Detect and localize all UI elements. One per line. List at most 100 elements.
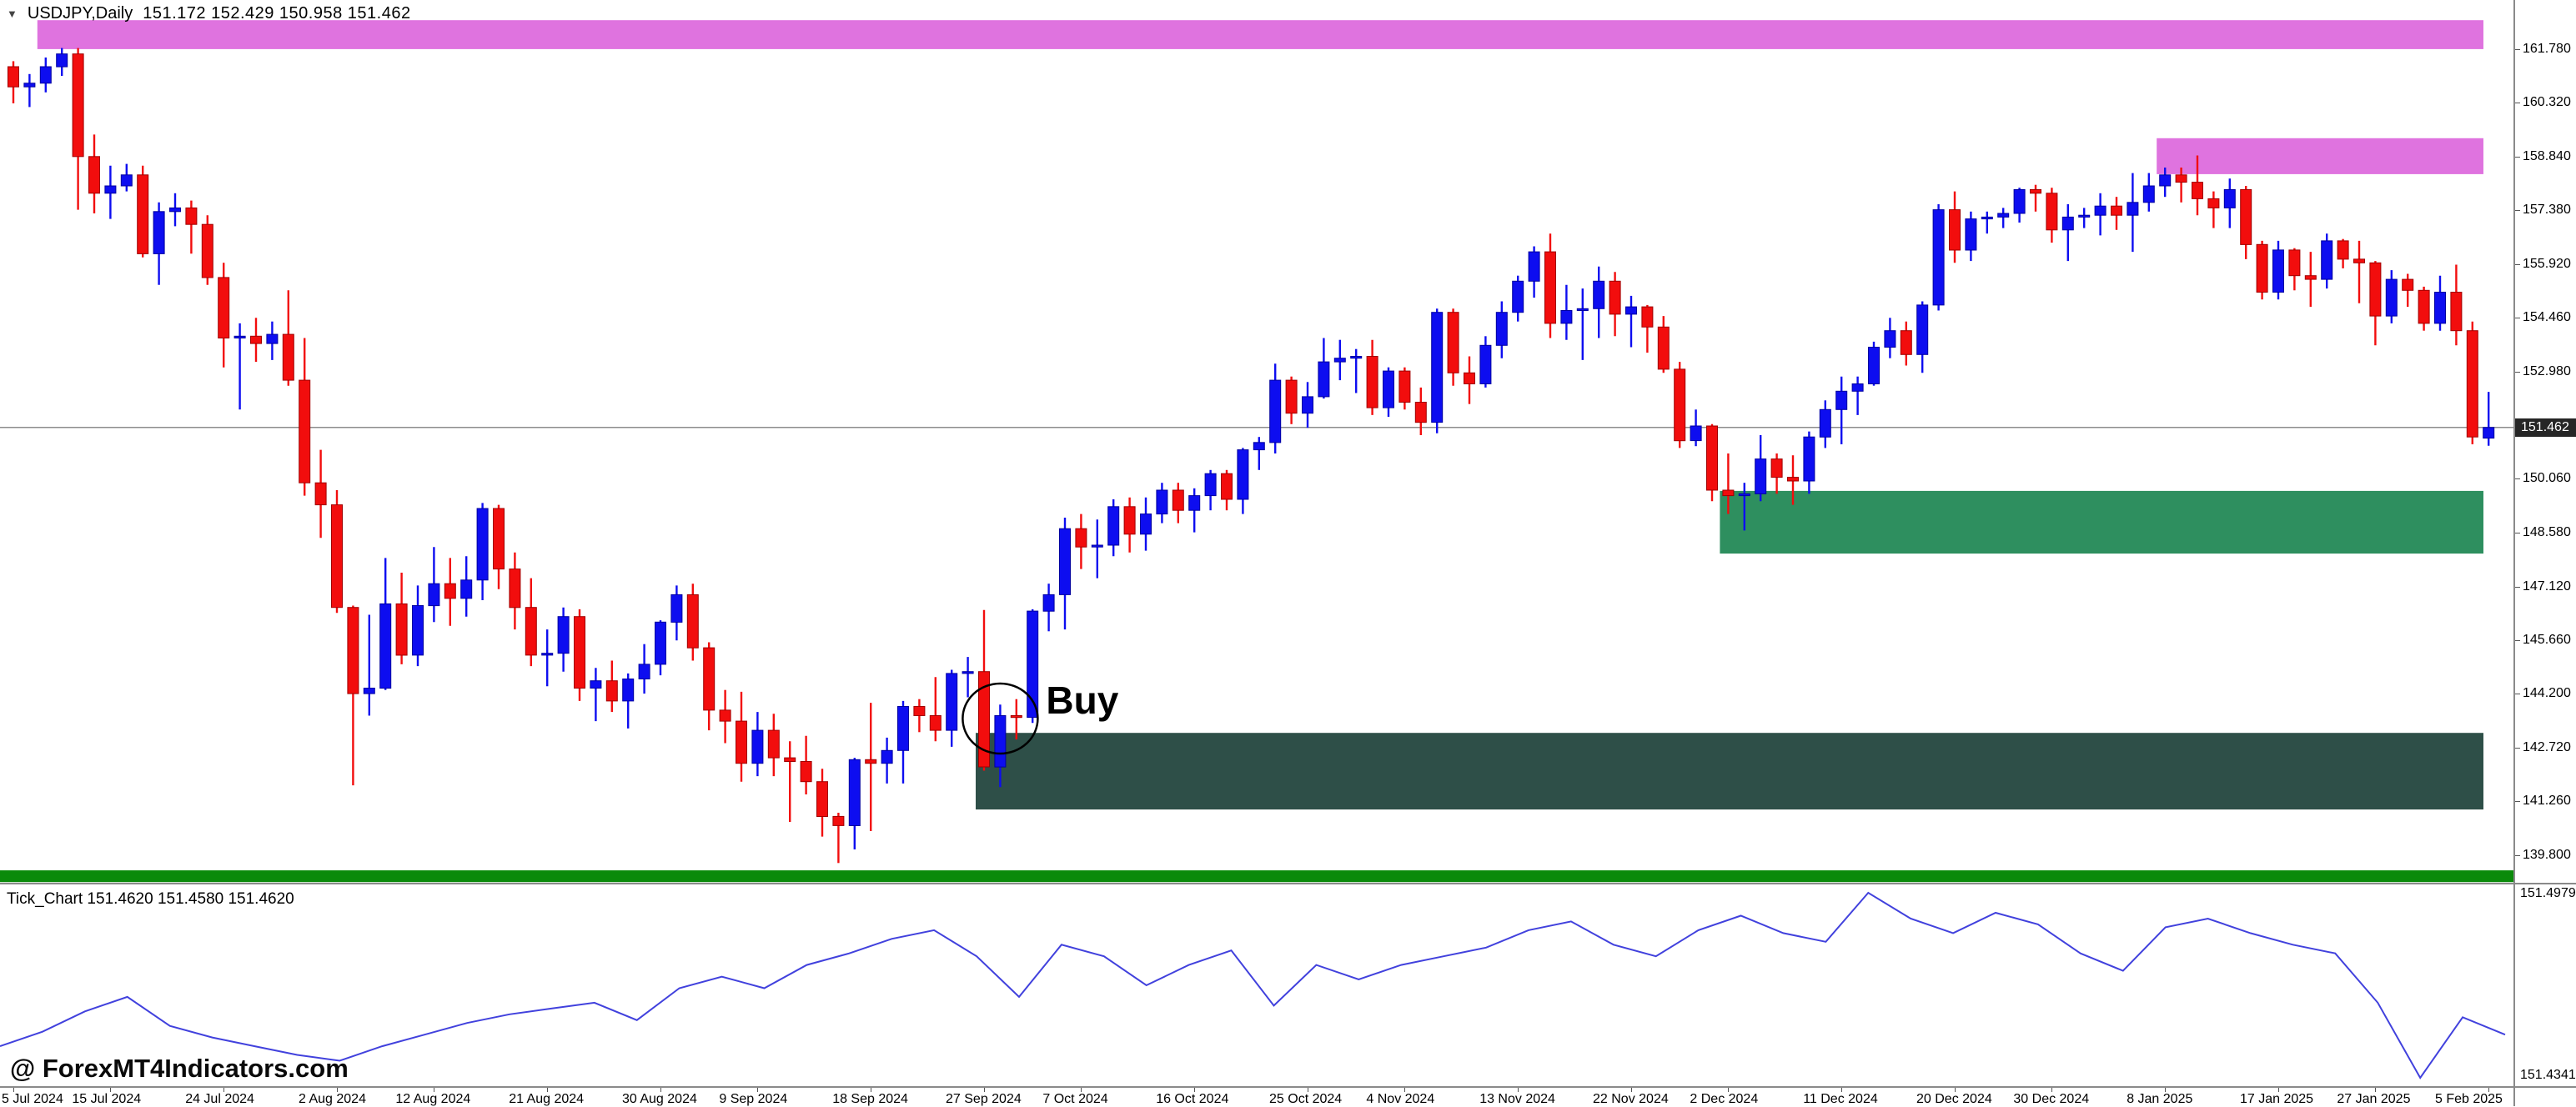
price-axis-tick [2515,372,2520,373]
candle [2207,198,2220,208]
pane-separator[interactable] [0,883,2576,884]
time-axis-tick [223,1087,224,1092]
candle [1560,310,1573,324]
candle [848,759,861,826]
supply-zone-jan[interactable] [2157,138,2483,174]
time-axis[interactable]: 5 Jul 2024 15 Jul 2024 24 Jul 2024 2 Aug 20… [0,1087,2576,1106]
candle [525,607,537,656]
candle [1027,610,1039,719]
candle [1755,458,1767,494]
candle [2142,185,2155,203]
price-axis-tick [2515,801,2520,802]
candle [751,729,764,764]
candle [314,482,327,506]
demand-zone-dec[interactable] [1720,490,2483,554]
candle [120,174,133,187]
time-axis-label: 13 Nov 2024 [1479,1092,1555,1106]
candle [2127,202,2139,216]
candle [574,616,585,689]
tick-line-chart-canvas[interactable] [0,884,2513,1086]
main-chart-pane[interactable]: Buy [0,0,2513,883]
candle [412,605,424,656]
price-axis-tick [2515,210,2520,211]
candle [1528,251,1540,282]
candle [1722,489,1735,497]
time-axis-tick [1081,1087,1082,1092]
candle [1156,489,1168,515]
candle [2353,258,2365,263]
candle [1706,425,1718,491]
candle [331,504,343,609]
candle [2402,278,2414,291]
time-axis-label: 17 Jan 2025 [2240,1092,2314,1106]
candle [1383,370,1394,408]
candle [655,621,666,665]
candle [1107,506,1120,546]
price-axis-label: 142.720 [2523,740,2571,754]
candle [1819,408,1831,438]
candle [2369,262,2382,317]
candle [72,53,84,158]
price-axis[interactable]: 151.462 161.780 160.320 158.840 157.380 155.… [2515,0,2576,883]
candle [1398,370,1411,403]
candle [233,335,246,338]
support-band[interactable] [0,870,2513,883]
candle [605,680,618,702]
time-axis-tick [337,1087,338,1092]
time-axis-label: 8 Jan 2025 [2127,1092,2193,1106]
price-axis-label: 139.800 [2523,848,2571,862]
tick-axis-min-label: 151.4341 [2520,1068,2576,1082]
time-axis-label: 20 Dec 2024 [1916,1092,1992,1106]
candle [1949,209,1961,251]
candle [800,761,812,783]
collapse-arrow-icon[interactable]: ▼ [7,8,18,20]
price-axis-label: 155.920 [2523,257,2571,271]
price-axis-tick [2515,49,2520,50]
candle [1674,368,1686,442]
buy-signal-circle[interactable] [962,682,1039,755]
candle [56,53,68,68]
candle [897,706,909,751]
time-axis-label: 12 Aug 2024 [395,1092,471,1106]
candle [1625,306,1637,315]
candle [686,594,699,649]
price-axis-tick [2515,640,2520,641]
candle [1447,312,1459,373]
time-axis-tick [2165,1087,2166,1092]
tick-chart-pane[interactable] [0,884,2513,1086]
candle [2418,289,2430,324]
candle [1140,513,1152,535]
price-axis-label: 147.120 [2523,579,2571,594]
candle [1172,489,1184,511]
candle [541,653,554,656]
time-axis-tick [13,1087,14,1092]
candle [946,673,958,731]
price-axis-label: 144.200 [2523,686,2571,700]
price-axis-label: 154.460 [2523,310,2571,324]
supply-zone-upper[interactable] [37,20,2483,49]
candle [1884,330,1896,348]
time-axis-tick [2488,1087,2489,1092]
time-axis-label: 30 Aug 2024 [622,1092,697,1106]
candle [962,671,974,674]
candle [1414,402,1427,423]
candle [929,715,942,731]
demand-zone-sep[interactable] [976,733,2483,810]
candle [2223,188,2236,208]
buy-annotation-label[interactable]: Buy [1046,679,1118,722]
candle [395,603,408,656]
candle [1641,306,1654,328]
candle [1010,715,1022,719]
candle [476,508,489,581]
candle [865,759,877,764]
candle [881,749,893,764]
price-axis-tick [2515,157,2520,158]
candlestick-chart-canvas[interactable]: Buy [0,0,2513,883]
candle [1221,473,1233,500]
price-axis-tick [2515,478,2520,479]
price-axis-label: 158.840 [2523,149,2571,163]
time-axis-label: 2 Dec 2024 [1690,1092,1759,1106]
candle [1916,304,1929,355]
time-axis-tick [984,1087,985,1092]
candle [1269,379,1282,443]
